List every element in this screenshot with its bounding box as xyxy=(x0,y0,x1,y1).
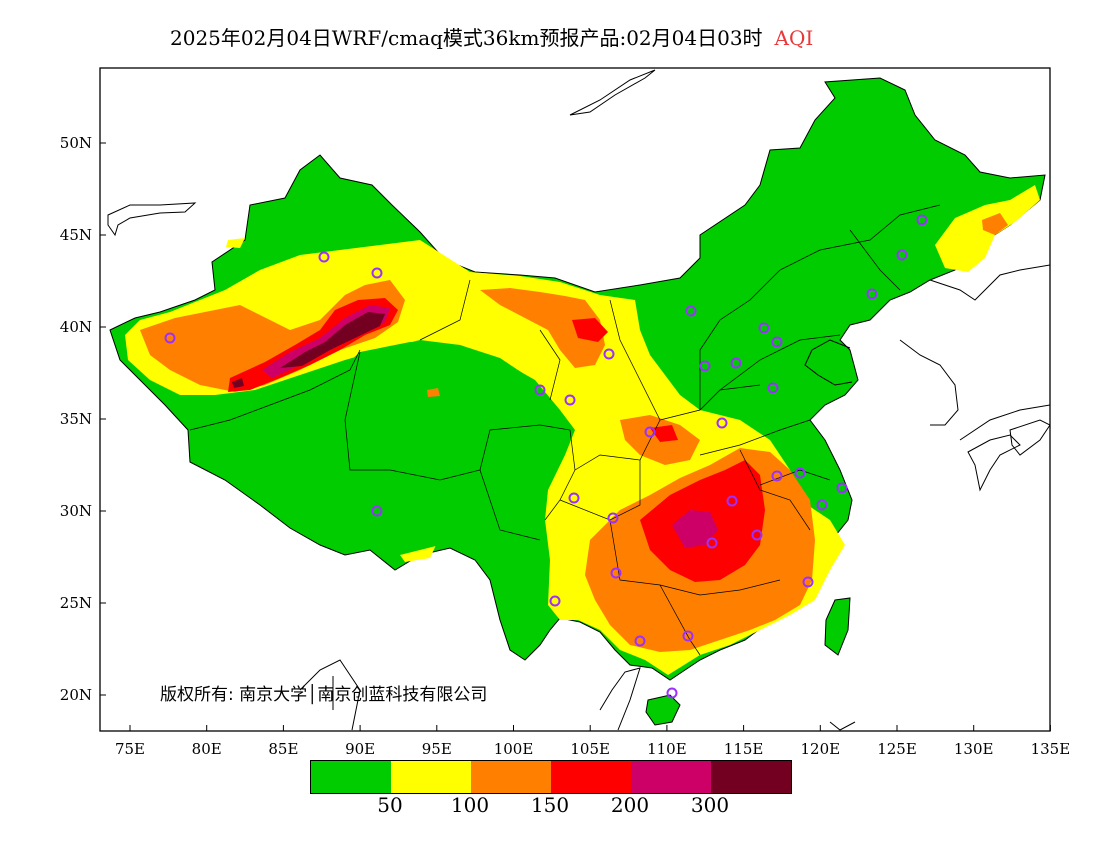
aqi-zone-green-plateau xyxy=(192,342,560,575)
city-marker xyxy=(564,394,576,406)
city-marker xyxy=(706,537,718,549)
city-marker xyxy=(767,382,779,394)
lon-tick-label: 100E xyxy=(494,740,534,758)
lon-tick-label: 95E xyxy=(422,740,452,758)
city-marker xyxy=(916,214,928,226)
title-variable: AQI xyxy=(774,26,814,50)
color-legend xyxy=(310,760,792,794)
city-marker xyxy=(568,492,580,504)
legend-label: 50 xyxy=(377,793,403,817)
city-marker xyxy=(164,332,176,344)
lon-axis: 75E 80E 85E 90E 95E 100E 105E 110E 115E 120E 125E 1… xyxy=(115,725,1070,758)
lon-tick-label: 125E xyxy=(877,740,917,758)
aqi-zone-purple-central xyxy=(672,510,718,548)
lon-tick-label: 80E xyxy=(192,740,222,758)
lon-tick-label: 130E xyxy=(954,740,994,758)
lat-tick-label: 35N xyxy=(60,410,92,428)
city-marker xyxy=(371,505,383,517)
aqi-zone-red-north xyxy=(572,318,608,342)
lon-tick-label: 115E xyxy=(724,740,764,758)
lat-tick-label: 45N xyxy=(60,226,92,244)
lat-tick-label: 40N xyxy=(60,318,92,336)
lat-axis: 50N 45N 40N 35N 30N 25N 20N xyxy=(60,134,106,704)
city-marker xyxy=(836,482,848,494)
city-marker xyxy=(794,467,806,479)
aqi-zone-yellow-tarim xyxy=(226,238,245,248)
legend-label: 300 xyxy=(690,793,730,817)
city-marker xyxy=(771,470,783,482)
lon-tick-label: 120E xyxy=(801,740,841,758)
lat-tick-label: 30N xyxy=(60,502,92,520)
city-marker xyxy=(771,336,783,348)
map-title: 2025年02月04日WRF/cmaq模式36km预报产品:02月04日03时 A… xyxy=(170,22,813,51)
map-frame xyxy=(99,67,1051,732)
legend-label: 100 xyxy=(450,793,490,817)
lat-tick-label: 25N xyxy=(60,594,92,612)
city-marker xyxy=(634,635,646,647)
city-marker xyxy=(318,251,330,263)
aqi-zone-orange-xinjiang xyxy=(140,280,405,392)
aqi-zone-orange-inner-mongolia xyxy=(480,288,605,368)
legend-swatch xyxy=(311,761,391,793)
city-marker xyxy=(896,249,908,261)
legend-swatch xyxy=(551,761,631,793)
city-marker xyxy=(758,322,770,334)
city-marker xyxy=(371,267,383,279)
legend-label: 200 xyxy=(610,793,650,817)
copyright-text: 版权所有: 南京大学│南京创蓝科技有限公司 xyxy=(160,685,488,705)
lon-tick-label: 110E xyxy=(647,740,687,758)
city-marker xyxy=(682,630,694,642)
aqi-zone-red-east xyxy=(650,425,678,442)
legend-swatch xyxy=(711,761,791,793)
neighbor-coastlines xyxy=(107,69,1050,731)
city-marker xyxy=(666,687,678,699)
lat-tick-label: 20N xyxy=(60,686,92,704)
legend-swatch xyxy=(471,761,551,793)
lon-tick-label: 85E xyxy=(268,740,298,758)
city-marker xyxy=(816,499,828,511)
city-marker xyxy=(685,305,697,317)
city-marker xyxy=(610,567,622,579)
lon-tick-label: 135E xyxy=(1031,740,1071,758)
city-marker xyxy=(866,288,878,300)
aqi-zone-orange-northeast xyxy=(982,213,1008,235)
city-marker xyxy=(726,495,738,507)
lon-tick-label: 90E xyxy=(345,740,375,758)
city-marker xyxy=(730,357,742,369)
map-content xyxy=(107,69,1050,731)
title-main: 2025年02月04日WRF/cmaq模式36km预报产品:02月04日03时 xyxy=(170,26,763,50)
legend-label: 150 xyxy=(530,793,570,817)
lon-tick-label: 105E xyxy=(570,740,610,758)
taiwan-island xyxy=(824,597,851,656)
city-marker xyxy=(607,512,619,524)
aqi-zone-maroon-small xyxy=(232,378,244,388)
city-marker xyxy=(716,417,728,429)
city-marker xyxy=(751,529,763,541)
hainan-island xyxy=(645,694,681,726)
legend-swatch xyxy=(391,761,471,793)
aqi-zone-maroon-xinjiang xyxy=(280,312,385,368)
city-marker xyxy=(644,426,656,438)
city-marker xyxy=(549,595,561,607)
lon-tick-label: 75E xyxy=(115,740,145,758)
legend-swatch xyxy=(631,761,711,793)
city-marker xyxy=(603,348,615,360)
aqi-zone-orange-qinghai xyxy=(427,388,440,397)
city-markers xyxy=(164,214,928,699)
lat-tick-label: 50N xyxy=(60,134,92,152)
city-marker xyxy=(802,576,814,588)
city-marker xyxy=(699,360,711,372)
city-marker xyxy=(534,384,546,396)
